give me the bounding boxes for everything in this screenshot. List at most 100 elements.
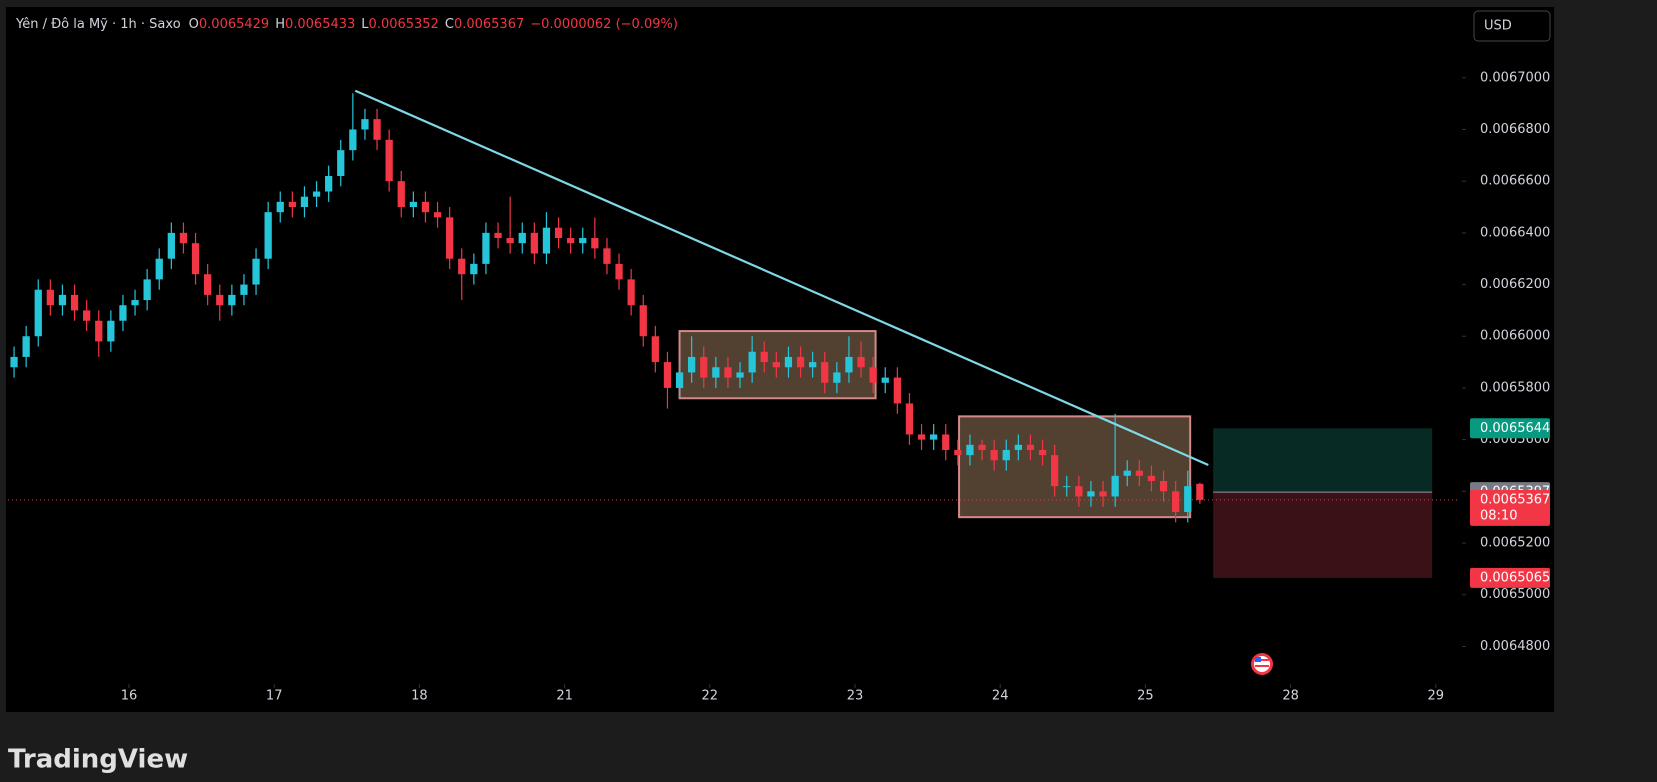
candle-body bbox=[627, 279, 635, 306]
y-tick-label: 0.0065800 bbox=[1480, 380, 1550, 395]
y-tick-label: 0.0067000 bbox=[1480, 70, 1550, 85]
candle-body bbox=[954, 449, 962, 456]
candle-body bbox=[482, 232, 490, 264]
candle-body bbox=[1075, 486, 1083, 497]
candle-body bbox=[131, 300, 139, 306]
candle-body bbox=[1014, 444, 1022, 450]
symbol: Yên / Đô la Mỹ · 1h · Saxo bbox=[15, 17, 181, 32]
candle-body bbox=[712, 367, 720, 378]
candle-body bbox=[1172, 491, 1180, 512]
candle-body bbox=[276, 201, 284, 213]
h-value: 0.0065433 bbox=[285, 17, 355, 32]
countdown: 08:10 bbox=[1480, 508, 1517, 523]
candle-body bbox=[893, 377, 901, 404]
y-tick-label: 0.0066800 bbox=[1480, 122, 1550, 137]
candle-body bbox=[821, 362, 829, 383]
candle-body bbox=[857, 356, 865, 368]
candle-body bbox=[204, 274, 212, 295]
candle-body bbox=[58, 294, 67, 306]
candle-body bbox=[772, 362, 780, 368]
candle-body bbox=[107, 320, 115, 342]
y-tick-label: 0.0066600 bbox=[1480, 174, 1550, 189]
candle-body bbox=[409, 201, 417, 208]
x-tick-label: 23 bbox=[847, 689, 864, 704]
candle-body bbox=[748, 351, 756, 373]
candle-body bbox=[83, 310, 91, 321]
candle-body bbox=[216, 294, 224, 306]
candle-body bbox=[458, 258, 466, 275]
candle-body bbox=[1196, 483, 1204, 500]
candle-body bbox=[433, 212, 442, 218]
flag-canton bbox=[1255, 657, 1261, 662]
candle-body bbox=[845, 356, 853, 373]
x-tick-label: 25 bbox=[1137, 689, 1154, 704]
candle-body bbox=[143, 279, 151, 301]
candle-body bbox=[300, 196, 309, 208]
candle-body bbox=[905, 403, 914, 435]
target-badge bbox=[1470, 418, 1550, 439]
candle-body bbox=[349, 129, 357, 151]
candle-body bbox=[990, 449, 998, 461]
candle-body bbox=[34, 289, 42, 337]
candle-body bbox=[446, 217, 454, 259]
x-tick-label: 16 bbox=[121, 689, 138, 704]
candle-body bbox=[700, 356, 708, 378]
candle-body bbox=[1051, 455, 1059, 487]
o-label: O bbox=[189, 17, 199, 32]
candle-body bbox=[1038, 449, 1047, 456]
x-tick-label: 18 bbox=[411, 689, 428, 704]
candle-body bbox=[240, 284, 248, 295]
candle-body bbox=[252, 258, 260, 285]
candle-body bbox=[385, 139, 393, 182]
candle-body bbox=[675, 372, 684, 388]
header: Yên / Đô la Mỹ · 1h · Saxo O0.0065429 H0.0… bbox=[15, 17, 678, 32]
candle-body bbox=[191, 243, 200, 275]
candle-body bbox=[518, 232, 526, 244]
candle-body bbox=[22, 336, 30, 357]
trendline bbox=[354, 89, 1209, 466]
x-tick-label: 29 bbox=[1428, 689, 1445, 704]
loss-zone bbox=[1213, 492, 1433, 578]
candle-body bbox=[1002, 449, 1010, 461]
candle-body bbox=[10, 356, 18, 368]
candle-body bbox=[796, 356, 805, 368]
y-tick-label: 0.0066200 bbox=[1480, 277, 1550, 292]
candle-body bbox=[155, 258, 163, 280]
last-price-badge bbox=[1470, 489, 1550, 526]
candle-body bbox=[361, 119, 369, 130]
candle-body bbox=[506, 238, 514, 244]
candle-body bbox=[373, 119, 381, 140]
y-tick-label: 0.0065200 bbox=[1480, 536, 1550, 551]
profit-zone bbox=[1213, 428, 1433, 493]
y-tick-label: 0.0064800 bbox=[1480, 639, 1550, 654]
candle-body bbox=[1135, 470, 1143, 476]
candle-body bbox=[639, 305, 647, 337]
candle-body bbox=[615, 263, 623, 280]
candle-body bbox=[736, 372, 744, 378]
x-tick-label: 24 bbox=[992, 689, 1009, 704]
candle-body bbox=[337, 150, 345, 176]
candle-body bbox=[567, 238, 575, 244]
event-icon[interactable] bbox=[1251, 653, 1273, 675]
candle-body bbox=[554, 227, 563, 239]
candle-body bbox=[288, 201, 296, 208]
candle-body bbox=[312, 191, 321, 197]
candle-body bbox=[167, 232, 175, 259]
x-tick-label: 28 bbox=[1282, 689, 1299, 704]
candle-body bbox=[724, 367, 732, 378]
currency[interactable]: USD bbox=[1484, 19, 1512, 34]
candle-body bbox=[917, 434, 926, 440]
candle-body bbox=[869, 367, 877, 383]
candle-body bbox=[784, 356, 793, 368]
candle-body bbox=[1063, 486, 1071, 488]
candle-body bbox=[579, 238, 587, 244]
currency-button[interactable] bbox=[1473, 10, 1551, 42]
candle-body bbox=[688, 356, 696, 373]
candle-body bbox=[228, 294, 236, 306]
change: −0.0000062 (−0.09%) bbox=[530, 17, 678, 32]
y-tick-label: 0.0065000 bbox=[1480, 587, 1550, 602]
l-value: 0.0065352 bbox=[369, 17, 439, 32]
candle-body bbox=[421, 201, 430, 213]
candle-body bbox=[70, 294, 79, 311]
